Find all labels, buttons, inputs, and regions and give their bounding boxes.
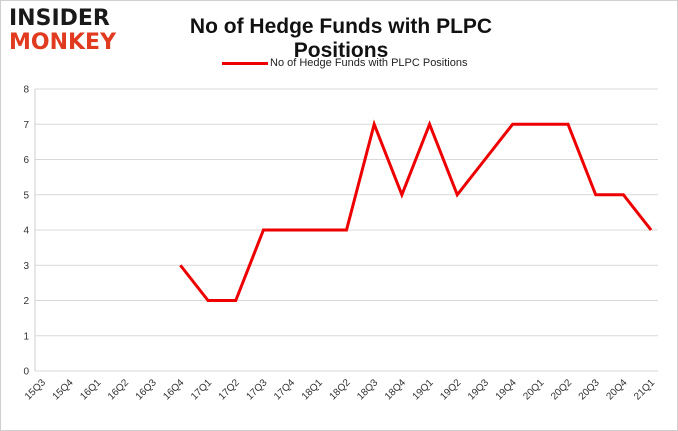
y-tick-label-5: 5 bbox=[23, 190, 29, 201]
x-tick-label-17Q4: 17Q4 bbox=[272, 377, 297, 402]
x-tick-label-20Q3: 20Q3 bbox=[577, 377, 602, 402]
x-tick-label-19Q1: 19Q1 bbox=[411, 377, 436, 402]
x-tick-label-18Q1: 18Q1 bbox=[300, 377, 325, 402]
insider-monkey-logo: INSIDER MONKEY bbox=[9, 5, 129, 57]
x-tick-label-20Q4: 20Q4 bbox=[604, 377, 629, 402]
x-tick-label-19Q2: 19Q2 bbox=[438, 377, 463, 402]
chart-title: No of Hedge Funds with PLPC Positions bbox=[189, 15, 493, 62]
x-tick-label-20Q1: 20Q1 bbox=[521, 377, 546, 402]
x-tick-label-17Q1: 17Q1 bbox=[189, 377, 214, 402]
x-tick-label-16Q1: 16Q1 bbox=[78, 377, 103, 402]
y-tick-label-8: 8 bbox=[23, 85, 29, 96]
legend-label: No of Hedge Funds with PLPC Positions bbox=[270, 57, 468, 69]
y-tick-label-1: 1 bbox=[23, 331, 29, 342]
x-tick-label-21Q1: 21Q1 bbox=[632, 377, 657, 402]
x-tick-label-16Q3: 16Q3 bbox=[134, 377, 159, 402]
legend: No of Hedge Funds with PLPC Positions bbox=[222, 55, 468, 71]
x-tick-label-17Q2: 17Q2 bbox=[217, 377, 242, 402]
y-tick-label-7: 7 bbox=[23, 120, 29, 131]
x-tick-label-18Q3: 18Q3 bbox=[355, 377, 380, 402]
logo-line-2: MONKEY bbox=[9, 30, 117, 55]
x-tick-label-17Q3: 17Q3 bbox=[244, 377, 269, 402]
logo-line-1: INSIDER bbox=[9, 6, 110, 31]
x-tick-label-18Q4: 18Q4 bbox=[383, 377, 408, 402]
y-tick-label-6: 6 bbox=[23, 155, 29, 166]
x-tick-label-18Q2: 18Q2 bbox=[328, 377, 353, 402]
series-line-0 bbox=[179, 119, 653, 302]
x-tick-label-19Q3: 19Q3 bbox=[466, 377, 491, 402]
x-tick-label-15Q3: 15Q3 bbox=[23, 377, 48, 402]
x-tick-label-19Q4: 19Q4 bbox=[494, 377, 519, 402]
y-tick-label-0: 0 bbox=[23, 367, 29, 378]
y-tick-label-3: 3 bbox=[23, 261, 29, 272]
x-tick-label-20Q2: 20Q2 bbox=[549, 377, 574, 402]
y-tick-label-2: 2 bbox=[23, 296, 29, 307]
legend-swatch bbox=[222, 61, 268, 65]
y-tick-label-4: 4 bbox=[23, 226, 29, 237]
x-tick-label-16Q2: 16Q2 bbox=[106, 377, 131, 402]
x-tick-label-15Q4: 15Q4 bbox=[51, 377, 76, 402]
x-tick-label-16Q4: 16Q4 bbox=[161, 377, 186, 402]
